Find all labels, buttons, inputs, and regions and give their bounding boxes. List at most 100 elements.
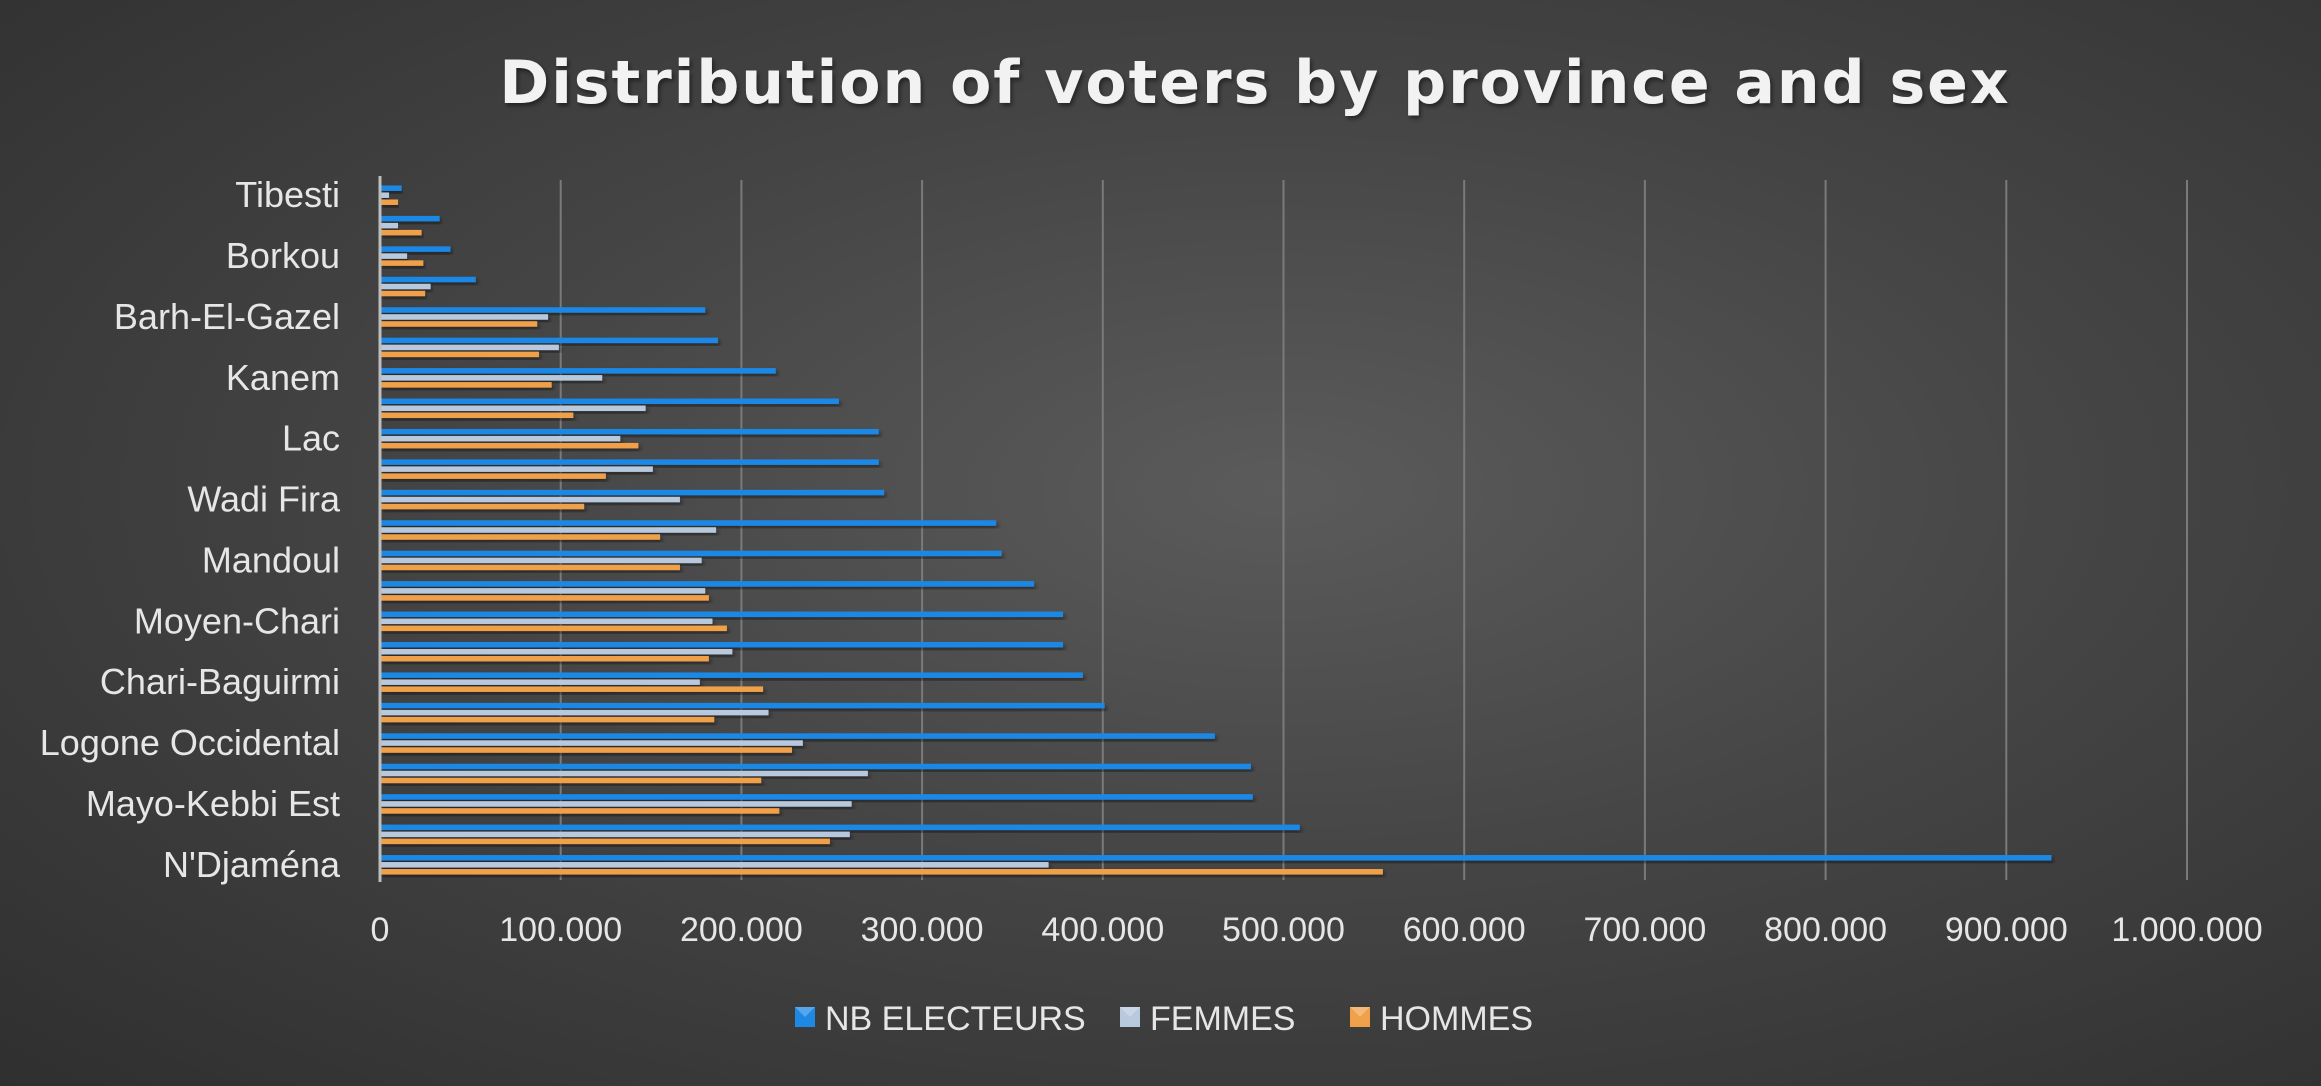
bar-femmes	[380, 466, 653, 472]
bar-hommes	[380, 595, 709, 601]
x-tick-label: 1.000.000	[2111, 911, 2262, 949]
bar-femmes	[380, 862, 1049, 868]
bar-femmes	[380, 222, 399, 229]
x-tick-label: 300.000	[861, 911, 984, 949]
legend-swatch	[1350, 1007, 1370, 1027]
bar-hommes	[380, 351, 540, 358]
bar-hommes	[380, 199, 399, 205]
bar-femmes	[380, 527, 717, 533]
y-tick-label: Chari-Baguirmi	[100, 661, 340, 702]
bar-nb-electeurs	[380, 794, 1253, 800]
bar-nb-electeurs	[380, 641, 1064, 648]
bar-femmes	[380, 283, 431, 290]
bar-femmes	[380, 435, 621, 442]
y-tick-label: Mayo-Kebbi Est	[86, 783, 340, 824]
bar-hommes	[380, 321, 538, 327]
bar-hommes	[380, 777, 762, 784]
x-tick-label: 500.000	[1222, 911, 1345, 949]
bar-hommes	[380, 260, 424, 266]
bar-hommes	[380, 686, 764, 692]
bar-femmes	[380, 192, 390, 198]
bar-femmes	[380, 588, 706, 594]
y-tick-labels: N'Djaména Mayo-Kebbi Est Logone Occidental…	[40, 174, 341, 885]
bar-femmes	[380, 709, 769, 716]
bar-nb-electeurs	[380, 550, 1002, 557]
legend-swatch-shade	[1350, 1007, 1370, 1017]
bar-nb-electeurs	[380, 763, 1251, 770]
y-tick-label: Tibesti	[235, 174, 340, 215]
legend: NB ELECTEURS FEMMES HOMMES	[795, 1000, 1533, 1038]
bar-hommes	[380, 229, 422, 236]
y-tick-label: Borkou	[226, 235, 340, 276]
x-tick-label: 100.000	[499, 911, 622, 949]
bar-nb-electeurs	[380, 337, 718, 344]
bar-nb-electeurs	[380, 702, 1105, 709]
bar-hommes	[380, 473, 606, 479]
bar-femmes	[380, 770, 868, 777]
legend-label: HOMMES	[1380, 1000, 1533, 1038]
bar-hommes	[380, 838, 830, 845]
bar-femmes	[380, 831, 850, 838]
legend-swatch-shade	[795, 1007, 815, 1017]
bar-femmes	[380, 618, 713, 625]
legend-swatch	[1120, 1007, 1140, 1027]
bar-nb-electeurs	[380, 855, 2052, 861]
bar-nb-electeurs	[380, 185, 402, 191]
bar-nb-electeurs	[380, 824, 1300, 831]
bar-hommes	[380, 290, 426, 297]
y-tick-label: Logone Occidental	[40, 722, 340, 763]
bar-hommes	[380, 808, 780, 814]
bar-femmes	[380, 314, 549, 320]
x-tick-label: 200.000	[680, 911, 803, 949]
y-tick-label: N'Djaména	[163, 844, 341, 885]
bar-nb-electeurs	[380, 428, 879, 435]
legend-item: HOMMES	[1350, 1000, 1533, 1038]
x-tick-label: 600.000	[1403, 911, 1526, 949]
bars	[380, 185, 2052, 875]
bar-hommes	[380, 564, 680, 571]
legend-item: NB ELECTEURS	[795, 1000, 1086, 1038]
bar-nb-electeurs	[380, 581, 1035, 587]
y-tick-label: Lac	[282, 418, 340, 459]
bar-nb-electeurs	[380, 459, 879, 465]
bar-hommes	[380, 716, 715, 723]
bar-femmes	[380, 375, 603, 381]
bar-hommes	[380, 534, 661, 540]
x-tick-label: 400.000	[1041, 911, 1164, 949]
x-tick-labels: 0 100.000 200.000 300.000 400.000 500.000 600.…	[371, 911, 2263, 949]
y-tick-label: Kanem	[226, 357, 340, 398]
bar-femmes	[380, 405, 646, 412]
bar-hommes	[380, 442, 639, 449]
bar-femmes	[380, 679, 700, 685]
x-tick-label: 800.000	[1764, 911, 1887, 949]
legend-label: FEMMES	[1150, 1000, 1295, 1038]
bar-nb-electeurs	[380, 368, 776, 374]
gridlines	[559, 180, 2188, 880]
y-tick-label: Moyen-Chari	[134, 600, 340, 641]
legend-item: FEMMES	[1120, 1000, 1295, 1038]
bar-nb-electeurs	[380, 398, 839, 405]
bar-hommes	[380, 655, 709, 662]
bar-hommes	[380, 625, 727, 632]
bar-hommes	[380, 503, 585, 510]
legend-label: NB ELECTEURS	[825, 1000, 1086, 1038]
legend-swatch-shade	[1120, 1007, 1140, 1017]
x-tick-label: 900.000	[1945, 911, 2068, 949]
bar-nb-electeurs	[380, 611, 1064, 618]
bar-nb-electeurs	[380, 276, 476, 283]
bar-nb-electeurs	[380, 246, 451, 252]
bar-femmes	[380, 557, 702, 564]
y-tick-label: Barh-El-Gazel	[114, 296, 340, 337]
y-tick-label: Wadi Fira	[187, 479, 341, 520]
bar-femmes	[380, 253, 408, 259]
bar-femmes	[380, 740, 803, 746]
y-tick-label: Mandoul	[202, 539, 340, 580]
bar-hommes	[380, 412, 574, 419]
chart-title: Distribution of voters by province and s…	[499, 48, 2010, 118]
legend-swatch	[795, 1007, 815, 1027]
bar-femmes	[380, 496, 680, 503]
bar-femmes	[380, 801, 852, 807]
x-tick-label: 0	[371, 911, 390, 949]
x-tick-label: 700.000	[1583, 911, 1706, 949]
